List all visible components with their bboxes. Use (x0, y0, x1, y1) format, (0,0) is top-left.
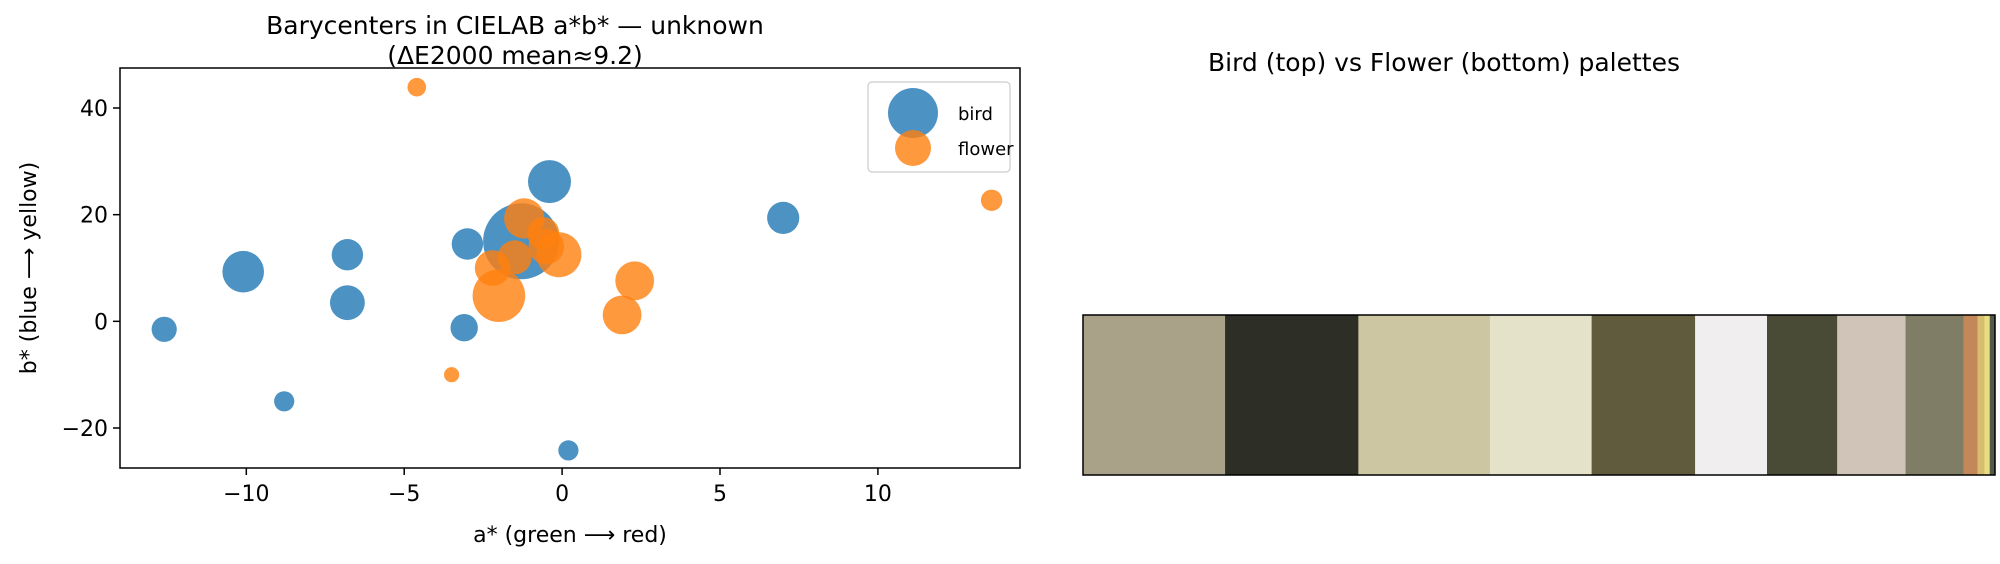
plot-area-frame (119, 67, 1021, 469)
bird-point (558, 440, 579, 461)
palette-swatch (1989, 315, 1996, 475)
palette-swatch (1225, 315, 1359, 475)
chart-subtitle: (ΔE2000 mean≈9.2) (387, 41, 643, 70)
flower-point (497, 240, 532, 275)
x-tick-label: 10 (864, 482, 892, 507)
flower-point (602, 295, 642, 335)
flower-point (407, 77, 427, 97)
chart-title: Barycenters in CIELAB a*b* — unknown (266, 11, 764, 40)
legend-label-flower: flower (958, 139, 1014, 160)
y-axis-ticks: −20 0 20 40 (62, 97, 120, 442)
y-tick-label: −20 (62, 417, 108, 442)
scatter-points (151, 77, 1003, 461)
x-axis-label: a* (green ⟶ red) (473, 523, 667, 548)
palette-swatch (1358, 315, 1491, 475)
bird-point (528, 160, 571, 204)
bird-point (450, 314, 478, 342)
palette-swatch (1695, 315, 1768, 475)
scatter-chart: Barycenters in CIELAB a*b* — unknown (ΔE… (17, 11, 1021, 548)
x-tick-label: 5 (713, 482, 727, 507)
palette-title: Bird (top) vs Flower (bottom) palettes (1208, 48, 1680, 77)
legend: bird flower (867, 81, 1014, 173)
x-tick-label: −5 (388, 482, 420, 507)
bird-point (330, 285, 365, 321)
palette-swatch (1977, 315, 1985, 475)
palette-swatch (1083, 315, 1226, 475)
bird-point (222, 250, 264, 293)
x-tick-label: 0 (555, 482, 569, 507)
palette-swatch (1984, 315, 1991, 475)
bird-point (767, 201, 800, 234)
legend-marker-bird (888, 88, 938, 138)
flower-point (615, 261, 655, 301)
palette-swatch (1591, 315, 1696, 475)
palette-swatch (1489, 315, 1592, 475)
legend-marker-flower (895, 130, 931, 166)
flower-point (980, 189, 1003, 211)
x-tick-label: −10 (223, 482, 269, 507)
palette-swatch (1963, 315, 1978, 475)
bird-point (274, 391, 295, 412)
palette-frame (1082, 314, 1996, 476)
palette-swatches (1083, 315, 1996, 475)
y-tick-label: 0 (94, 310, 108, 335)
bird-point (451, 228, 484, 260)
palette-swatch (1837, 315, 1906, 475)
bird-point (331, 239, 364, 271)
palette-chart: Bird (top) vs Flower (bottom) palettes (1082, 48, 1996, 476)
legend-label-bird: bird (958, 104, 993, 125)
bird-point (151, 316, 177, 342)
y-axis-label: b* (blue ⟶ yellow) (17, 162, 42, 374)
palette-swatch (1767, 315, 1838, 475)
y-tick-label: 40 (80, 97, 108, 122)
palette-swatch (1905, 315, 1964, 475)
x-axis-ticks: −10 −5 0 5 10 (223, 468, 892, 507)
flower-point (444, 367, 460, 383)
y-tick-label: 20 (80, 204, 108, 229)
flower-point (536, 232, 582, 278)
